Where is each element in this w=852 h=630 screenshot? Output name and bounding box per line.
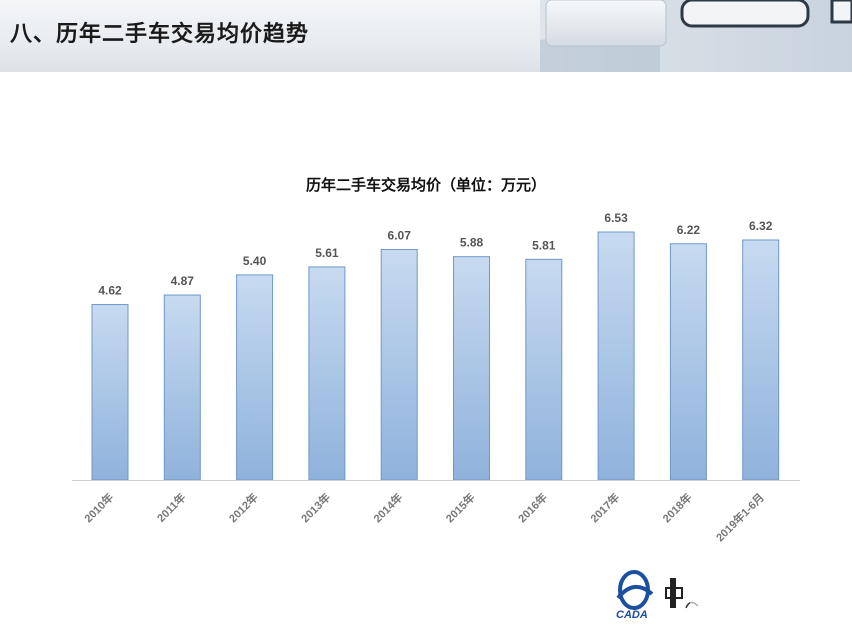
header-banner: 八、历年二手车交易均价趋势 <box>0 0 852 72</box>
bar <box>669 243 707 481</box>
bar <box>742 239 780 481</box>
bar <box>380 248 418 481</box>
data-label: 6.22 <box>677 223 701 237</box>
x-tick-label: 2017年 <box>587 490 622 525</box>
data-label: 5.40 <box>243 254 267 268</box>
x-tick-label: 2015年 <box>443 490 478 525</box>
data-label: 6.32 <box>749 219 773 233</box>
data-label: 5.81 <box>532 238 556 252</box>
page-title: 八、历年二手车交易均价趋势 <box>10 22 310 47</box>
bar <box>597 231 635 481</box>
bar <box>525 258 563 481</box>
data-label: 6.53 <box>604 211 628 225</box>
bar <box>163 294 201 481</box>
x-tick-label: 2014年 <box>370 490 405 525</box>
data-label: 5.61 <box>315 246 339 260</box>
bar <box>236 274 274 481</box>
logo-text: CADA <box>616 609 648 621</box>
x-tick-label: 2016年 <box>515 490 550 525</box>
data-label: 6.07 <box>388 228 412 242</box>
x-tick-label: 2013年 <box>298 490 333 525</box>
x-tick-label: 2019年1-6月 <box>713 490 767 544</box>
x-tick-label: 2010年 <box>81 490 116 525</box>
data-label: 5.88 <box>460 236 484 250</box>
x-tick-label: 2012年 <box>226 490 261 525</box>
data-label: 4.87 <box>171 274 195 288</box>
header-decoration-image <box>540 0 852 72</box>
x-tick-label: 2018年 <box>660 490 695 525</box>
bar-chart: 4.62 2010年 4.87 2011年 5.40 2012年 5.61 2013年 6.07… <box>72 211 800 544</box>
chart-title: 历年二手车交易均价（单位：万元） <box>305 176 546 194</box>
data-label: 4.62 <box>98 284 122 298</box>
chart-area: 历年二手车交易均价（单位：万元） 4.62 2010年 4.87 2011年 5.40 2… <box>0 160 852 580</box>
bar <box>91 304 129 481</box>
bar <box>308 266 346 481</box>
cada-logo: CADA <box>616 568 722 624</box>
x-tick-label: 2011年 <box>154 490 189 525</box>
bar <box>453 256 490 481</box>
